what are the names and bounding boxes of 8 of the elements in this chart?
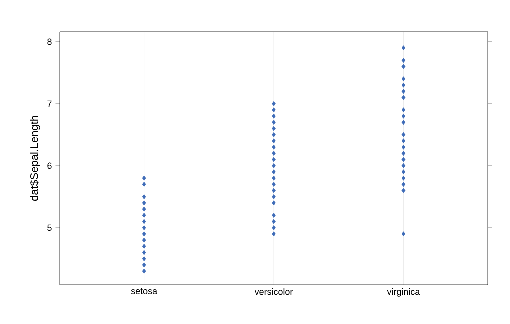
y-tick-label: 5 [48,224,52,232]
y-tick-label: 8 [48,38,52,46]
x-tick-label: versicolor [254,288,294,296]
x-tick-label: virginica [387,288,420,297]
y-tick-label: 6 [48,162,52,170]
y-axis-title: dat$Sepal.Length [30,116,40,202]
x-tick-label: setosa [131,288,158,294]
y-tick-label: 7 [48,100,52,108]
